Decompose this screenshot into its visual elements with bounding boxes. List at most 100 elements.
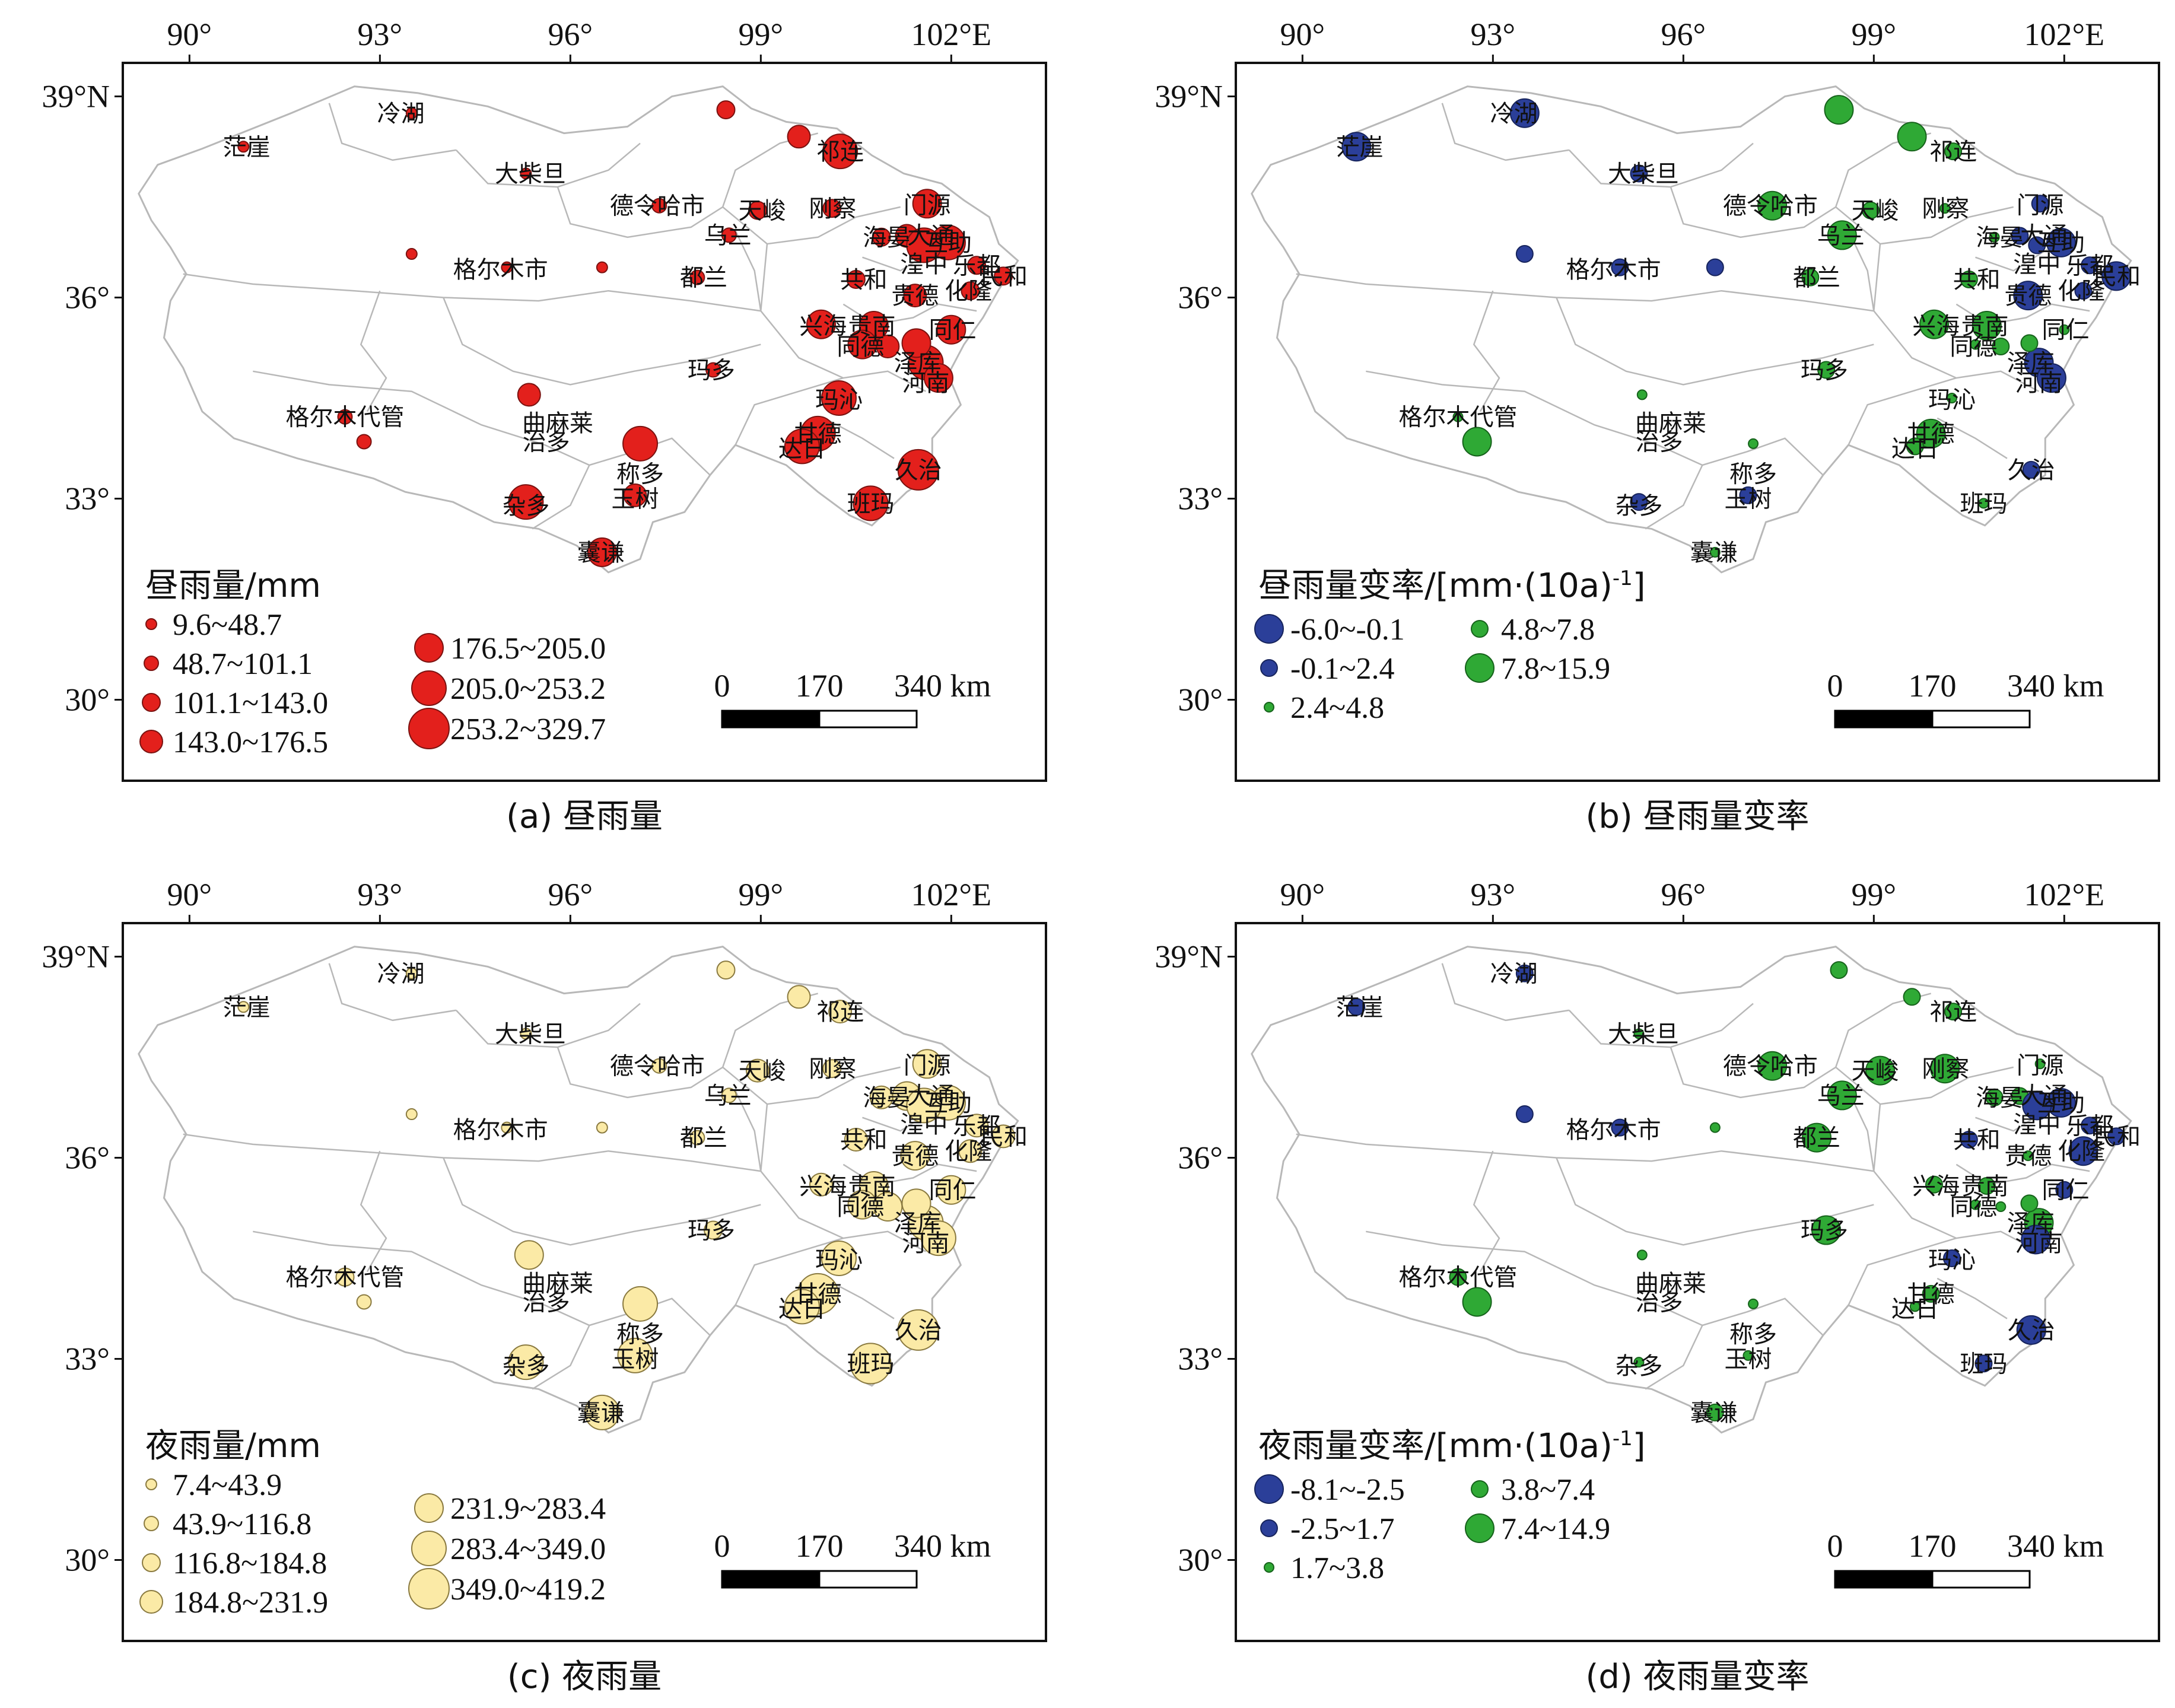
station-point — [901, 1188, 931, 1219]
station-label: 囊谦 — [577, 1400, 625, 1427]
station-label: 天峻 — [1851, 1058, 1899, 1085]
legend-label: 48.7~101.1 — [173, 647, 313, 681]
county-boundary — [760, 1103, 768, 1172]
station-point — [1515, 1105, 1534, 1124]
station-point — [501, 261, 513, 273]
county-boundary — [734, 1237, 844, 1306]
station-point — [1830, 961, 1848, 979]
legend-symbol — [1465, 653, 1494, 683]
station-label: 民和 — [980, 263, 1028, 290]
station-point — [1897, 122, 1927, 152]
station-point — [596, 261, 608, 273]
station-point — [1865, 1055, 1896, 1086]
scale-bar-white — [818, 1570, 918, 1589]
station-label: 乐都 — [2066, 1112, 2113, 1140]
scale-bar-label: 340 km — [894, 668, 991, 704]
station-label: 班玛 — [1960, 1350, 2007, 1378]
county-boundary — [1873, 243, 1881, 311]
station-label: 贵德 — [891, 282, 939, 310]
station-point — [1939, 203, 1951, 214]
station-label: 泽库 — [894, 1210, 942, 1237]
station-point — [623, 483, 647, 507]
station-point — [1341, 132, 1372, 162]
station-label: 曲麻莱 — [522, 1270, 593, 1297]
station-point — [356, 1294, 372, 1310]
station-point — [1748, 438, 1759, 449]
legend-symbol — [411, 1531, 447, 1566]
county-boundary — [1645, 465, 1703, 530]
station-point — [1942, 1249, 1961, 1267]
station-label: 贵德 — [2004, 1143, 2052, 1170]
station-label: 乐都 — [953, 1112, 1000, 1140]
station-point — [2013, 281, 2043, 311]
station-point — [1802, 1122, 1832, 1153]
station-label: 玛多 — [688, 1217, 735, 1245]
station-label: 达日 — [778, 1296, 826, 1323]
station-point — [1916, 418, 1946, 449]
station-point — [2020, 334, 2039, 352]
station-point — [1944, 142, 1963, 161]
station-label: 湟中 — [2013, 1111, 2060, 1138]
county-boundary — [183, 273, 761, 312]
legend-symbol — [139, 730, 163, 753]
station-point — [1903, 988, 1921, 1006]
station-point — [405, 248, 418, 260]
legend-label: 9.6~48.7 — [173, 608, 282, 642]
scale-bar-label: 170 — [1909, 1528, 1957, 1564]
station-point — [1824, 95, 1854, 125]
legend-title-end: ] — [1633, 1427, 1646, 1465]
station-point — [1978, 498, 1989, 509]
station-label: 曲麻莱 — [1635, 410, 1706, 437]
station-point — [2034, 1058, 2046, 1070]
station-label: 曲麻莱 — [522, 410, 593, 437]
station-point — [1633, 1357, 1645, 1368]
station-point — [705, 362, 721, 378]
station-point — [2011, 227, 2029, 245]
station-label: 玛沁 — [1928, 1246, 1976, 1274]
station-label: 杂多 — [502, 492, 549, 520]
county-boundary — [532, 465, 590, 530]
lat-tick-label: 30° — [65, 682, 110, 718]
station-point — [622, 425, 659, 462]
station-label: 治多 — [523, 428, 570, 456]
station-point — [1995, 1201, 2007, 1212]
station-label: 化隆 — [945, 278, 992, 305]
station-label: 民和 — [2093, 1123, 2141, 1150]
station-point — [1509, 98, 1540, 128]
county-boundary — [1296, 273, 1874, 312]
panel-caption: (a) 昼雨量 — [506, 797, 663, 836]
station-point — [1977, 1176, 1996, 1195]
station-label: 门源 — [904, 192, 951, 220]
station-point — [821, 380, 857, 416]
station-point — [1827, 1080, 1857, 1111]
station-label: 同仁 — [2042, 317, 2089, 344]
station-label: 化隆 — [945, 1138, 992, 1165]
station-point — [1817, 361, 1836, 379]
lat-tick-label: 39°N — [1155, 79, 1223, 114]
station-point — [1611, 1118, 1629, 1137]
lat-tick-label: 39°N — [42, 79, 110, 114]
station-label: 格尔木市 — [1566, 1117, 1661, 1144]
station-point — [1974, 1354, 1993, 1373]
station-label: 杂多 — [1615, 1353, 1662, 1380]
station-point — [508, 484, 544, 520]
legend-symbol — [1264, 1562, 1274, 1573]
station-point — [869, 1085, 893, 1109]
station-point — [903, 284, 927, 308]
legend-label: -8.1~-2.5 — [1290, 1473, 1405, 1507]
station-point — [651, 1058, 667, 1074]
station-point — [806, 309, 836, 339]
station-label: 治多 — [523, 1289, 570, 1316]
station-label: 玛多 — [688, 357, 735, 384]
county-boundary — [760, 243, 768, 311]
station-point — [1709, 1122, 1721, 1133]
station-label: 乌兰 — [1817, 1082, 1865, 1109]
scale-bar-label: 340 km — [2007, 668, 2104, 704]
station-label: 大柴旦 — [495, 160, 566, 187]
panel-caption: (d) 夜雨量变率 — [1585, 1658, 1809, 1696]
station-label: 民和 — [2093, 263, 2141, 290]
station-label: 治多 — [1636, 428, 1683, 456]
station-label: 大通 — [2020, 222, 2068, 249]
county-boundary — [1848, 1090, 1875, 1172]
station-label: 久治 — [895, 1317, 942, 1344]
